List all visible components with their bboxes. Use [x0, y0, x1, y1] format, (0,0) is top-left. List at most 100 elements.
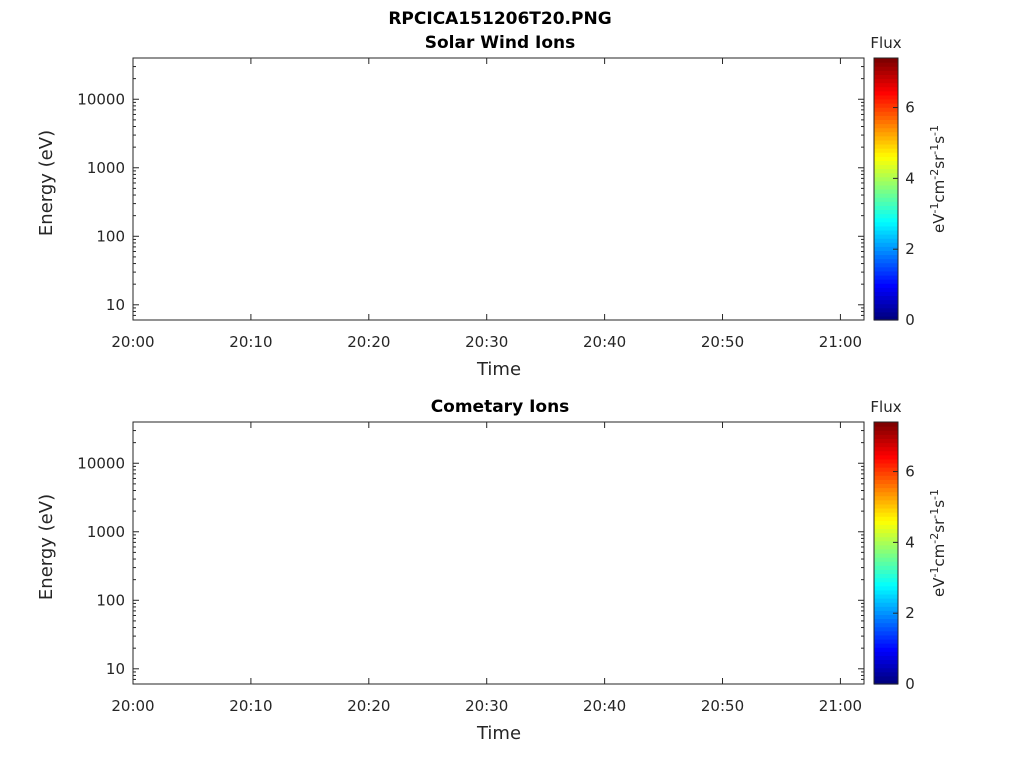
x-tick-label: 20:50	[701, 333, 744, 351]
colorbar-unit-label: eV-1cm-2sr-1s-1	[928, 125, 949, 233]
colorbar-tick-label: 0	[905, 311, 915, 329]
colorbar-segment	[874, 507, 898, 513]
colorbar-segment	[874, 148, 898, 153]
panel-cometary: Cometary Ions 10 100 1000 10000 20:00 20:10 20:…	[36, 397, 948, 744]
colorbar-segment	[874, 638, 898, 644]
colorbar-frame	[873, 57, 899, 321]
y-tick-label: 10	[106, 660, 125, 678]
colorbar-segment	[874, 499, 898, 505]
colorbar-segment	[874, 532, 898, 538]
colorbar-segment	[874, 131, 898, 137]
colorbar-segment	[874, 667, 898, 673]
colorbar-segment	[874, 205, 898, 211]
colorbar-segment	[874, 647, 898, 652]
colorbar-segment	[874, 107, 898, 112]
colorbar-segment	[874, 103, 898, 108]
y-tick-label: 10000	[77, 454, 125, 472]
colorbar-segment	[874, 524, 898, 530]
colorbar-segment	[874, 458, 898, 464]
colorbar-segment	[874, 299, 898, 305]
colorbar-segment	[874, 115, 898, 120]
colorbar-segment	[874, 270, 898, 276]
colorbar-unit-label: eV-1cm-2sr-1s-1	[928, 489, 949, 597]
colorbar-segment	[874, 78, 898, 84]
x-axis-label: Time	[476, 359, 521, 380]
colorbar-segment	[874, 246, 898, 251]
x-tick-label: 20:10	[229, 697, 272, 715]
colorbar-segment	[874, 291, 898, 297]
y-axis-label: Energy (eV)	[36, 130, 57, 236]
colorbar-segment	[874, 172, 898, 178]
colorbar-segment	[874, 254, 898, 260]
colorbar-segment	[874, 598, 898, 603]
colorbar-segment	[874, 311, 898, 317]
y-tick-label: 1000	[87, 159, 125, 177]
x-tick-label: 20:10	[229, 333, 272, 351]
y-tick-label: 100	[96, 591, 125, 609]
colorbar-segment	[874, 602, 898, 607]
colorbar: 0 2 4 6 Flux eV-1cm-2sr-1s-1	[870, 34, 948, 329]
colorbar-segment	[874, 679, 898, 685]
y-tick-label: 100	[96, 227, 125, 245]
colorbar-segment	[874, 516, 898, 521]
colorbar-segment	[874, 180, 898, 186]
colorbar-tick-label: 6	[905, 463, 915, 481]
colorbar-segment	[874, 62, 898, 67]
x-axis-label: Time	[476, 723, 521, 744]
colorbar-segment	[874, 536, 898, 542]
colorbar: 0 2 4 6 Flux eV-1cm-2sr-1s-1	[870, 398, 948, 693]
colorbar-segment	[874, 262, 898, 268]
colorbar-tick-label: 0	[905, 675, 915, 693]
colorbar-segment	[874, 606, 898, 611]
colorbar-segment	[874, 593, 898, 599]
colorbar-frame	[873, 421, 899, 685]
colorbar-segment	[874, 242, 898, 247]
colorbar-segment	[874, 225, 898, 231]
colorbar-segment	[874, 213, 898, 219]
colorbar-segment	[874, 618, 898, 624]
colorbar-segment	[874, 168, 898, 174]
colorbar-segment	[874, 495, 898, 501]
plot-frame	[132, 57, 865, 321]
colorbar-segment	[874, 426, 898, 431]
y-tick-label: 10000	[77, 90, 125, 108]
x-tick-label: 20:20	[347, 697, 390, 715]
colorbar-segment	[874, 209, 898, 215]
colorbar-segment	[874, 610, 898, 615]
colorbar-segment	[874, 540, 898, 546]
panel-solar-wind: Solar Wind Ions 10 100 1000 10000 20:00 20:10 2…	[36, 33, 948, 380]
colorbar-segment	[874, 156, 898, 161]
colorbar-label: Flux	[870, 398, 901, 416]
colorbar-segment	[874, 303, 898, 309]
figure-title: RPCICA151206T20.PNG	[388, 9, 611, 29]
colorbar-segment	[874, 569, 898, 575]
colorbar-tick-label: 4	[905, 533, 915, 551]
colorbar-segment	[874, 176, 898, 182]
colorbar-segment	[874, 274, 898, 280]
colorbar-segment	[874, 111, 898, 116]
x-tick-label: 20:50	[701, 697, 744, 715]
colorbar-segment	[874, 450, 898, 456]
colorbar-segment	[874, 581, 898, 587]
colorbar-segment	[874, 634, 898, 640]
colorbar-segment	[874, 491, 898, 497]
x-tick-label: 20:00	[111, 333, 154, 351]
colorbar-segment	[874, 573, 898, 579]
colorbar-segment	[874, 250, 898, 256]
colorbar-segment	[874, 512, 898, 517]
colorbar-label: Flux	[870, 34, 901, 52]
colorbar-segment	[874, 58, 898, 63]
colorbar-tick-label: 4	[905, 169, 915, 187]
x-tick-label: 20:30	[465, 333, 508, 351]
colorbar-segment	[874, 422, 898, 427]
panel-title: Cometary Ions	[431, 397, 570, 417]
colorbar-segment	[874, 90, 898, 96]
colorbar-segment	[874, 479, 898, 484]
colorbar-segment	[874, 438, 898, 444]
colorbar-segment	[874, 577, 898, 583]
colorbar-segment	[874, 614, 898, 620]
x-tick-label: 20:40	[583, 333, 626, 351]
colorbar-segment	[874, 675, 898, 681]
colorbar-segment	[874, 651, 898, 656]
